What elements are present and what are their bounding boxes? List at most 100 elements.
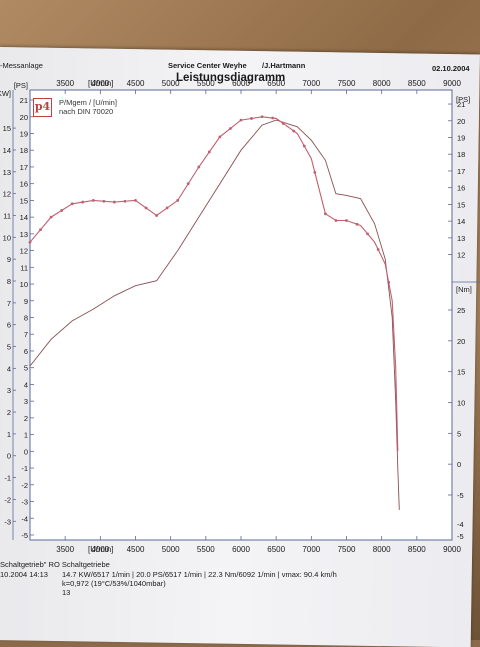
series-point-M — [102, 199, 106, 203]
kw-tick-label: 1 — [7, 430, 11, 439]
series-point-M — [334, 219, 338, 222]
x-tick-label-bottom: 4000 — [91, 545, 109, 554]
right-ps-tick-label: 16 — [457, 184, 465, 193]
x-tick-label-bottom: 4500 — [127, 545, 145, 554]
nm-tick-label: 15 — [457, 368, 465, 377]
right-ps-tick-label: 13 — [457, 234, 465, 243]
left-ps-tick-label: 15 — [20, 196, 28, 205]
series-point-M — [60, 209, 64, 212]
x-tick-label-bottom: 6000 — [232, 545, 250, 554]
series-point-M — [229, 127, 232, 130]
left-ps-tick-label: -2 — [21, 481, 28, 490]
x-tick-label-top: 6500 — [267, 79, 285, 88]
series-point-M — [144, 206, 148, 210]
footer-number: 13 — [62, 588, 71, 597]
nm-tick-label: 5 — [457, 429, 461, 438]
kw-tick-label: 10 — [3, 233, 11, 242]
series-point-M — [113, 200, 116, 204]
x-tick-label-top: 4000 — [91, 79, 109, 88]
x-tick-label-bottom: 5500 — [197, 545, 215, 554]
kw-tick-label: -2 — [4, 495, 11, 504]
kw-tick-label: 3 — [7, 386, 11, 395]
series-point-M — [28, 240, 32, 244]
info-line1: P/Mgem / [U/min] — [59, 98, 117, 107]
left-ps-tick-label: 16 — [20, 180, 28, 189]
left-ps-tick-label: -5 — [21, 531, 28, 540]
kw-tick-label: 5 — [7, 343, 11, 352]
kw-tick-label: 0 — [7, 452, 11, 461]
nm-tick-label: -5 — [457, 491, 464, 500]
series-point-M — [207, 150, 211, 154]
series-point-M — [250, 117, 253, 120]
series-point-M — [81, 200, 85, 204]
kw-tick-label: 11 — [3, 211, 11, 220]
left-ps-tick-label: 4 — [24, 380, 28, 389]
left-ps-tick-label: 6 — [24, 347, 28, 356]
left-ps-tick-label: 5 — [24, 364, 28, 373]
left-ps-tick-label: 0 — [24, 447, 28, 456]
header-date: 02.10.2004 — [432, 64, 470, 73]
series-point-M — [123, 199, 127, 203]
left-ps-tick-label: 11 — [20, 263, 28, 272]
series-point-M — [260, 115, 264, 119]
kw-tick-label: 13 — [3, 168, 11, 177]
series-point-M — [176, 199, 180, 202]
header-author-label: /J.Hartmann — [262, 61, 306, 70]
nm-unit: [Nm] — [456, 285, 472, 294]
kw-tick-label: 9 — [7, 255, 11, 264]
left-ps-unit: [PS] — [14, 81, 28, 90]
footer-transmission: Schaltgetrieb" RO Schaltgetriebe — [0, 560, 110, 569]
x-tick-label-top: 8500 — [408, 79, 426, 88]
right-ps-tick-label: 14 — [457, 217, 465, 226]
x-tick-label-top: 3500 — [56, 79, 74, 88]
left-ps-tick-label: 3 — [24, 397, 28, 406]
footer-datetime: 10.2004 14:13 — [0, 570, 48, 579]
right-lower-tick-label: -4 — [457, 520, 464, 529]
right-ps-tick-label: 21 — [457, 100, 465, 109]
kw-tick-label: 7 — [7, 299, 11, 308]
series-point-M — [281, 122, 285, 125]
kw-tick-label: 14 — [3, 146, 11, 155]
left-ps-tick-label: 9 — [24, 297, 28, 306]
left-ps-tick-label: 21 — [20, 96, 28, 105]
series-line-P — [29, 119, 400, 510]
left-ps-tick-label: 14 — [20, 213, 28, 222]
series-point-M — [376, 248, 380, 251]
series-line-M — [29, 116, 399, 452]
x-unit-label-top: [U/min] — [88, 79, 113, 88]
p4-logo: p4 — [33, 98, 52, 117]
series-point-M — [186, 182, 190, 186]
left-ps-tick-label: 20 — [20, 113, 28, 122]
kw-tick-label: -1 — [4, 474, 11, 483]
series-point-M — [49, 215, 53, 219]
page-title: Leistungsdiagramm — [176, 72, 286, 84]
series-point-M — [134, 199, 137, 202]
header-left-label: -Messanlage — [0, 61, 43, 70]
x-tick-label-top: 7500 — [338, 79, 356, 88]
x-tick-label-bottom: 7000 — [302, 545, 320, 554]
series-point-M — [70, 202, 74, 206]
header-center-label: Service Center Weyhe — [168, 61, 247, 70]
x-tick-label-top: 6000 — [232, 79, 250, 88]
series-point-M — [324, 212, 327, 216]
x-tick-label-bottom: 5000 — [162, 545, 180, 554]
x-tick-label-bottom: 8500 — [408, 545, 426, 554]
series-point-M — [197, 165, 201, 169]
series-point-M — [91, 199, 95, 202]
left-ps-tick-label: -3 — [21, 498, 28, 507]
x-tick-label-bottom: 8000 — [373, 545, 391, 554]
left-ps-tick-label: 8 — [24, 314, 28, 323]
left-ps-tick-label: 18 — [20, 146, 28, 155]
x-tick-label-top: 7000 — [302, 79, 320, 88]
x-tick-label-top: 8000 — [373, 79, 391, 88]
series-point-M — [165, 206, 169, 210]
nm-tick-label: 20 — [457, 337, 465, 346]
left-ps-tick-label: 12 — [20, 247, 28, 256]
series-point-M — [39, 228, 42, 232]
left-ps-tick-label: 17 — [20, 163, 28, 172]
kw-tick-label: 2 — [7, 408, 11, 417]
x-tick-label-top: 9000 — [443, 79, 461, 88]
kw-tick-label: 8 — [7, 277, 11, 286]
series-point-M — [292, 129, 296, 133]
